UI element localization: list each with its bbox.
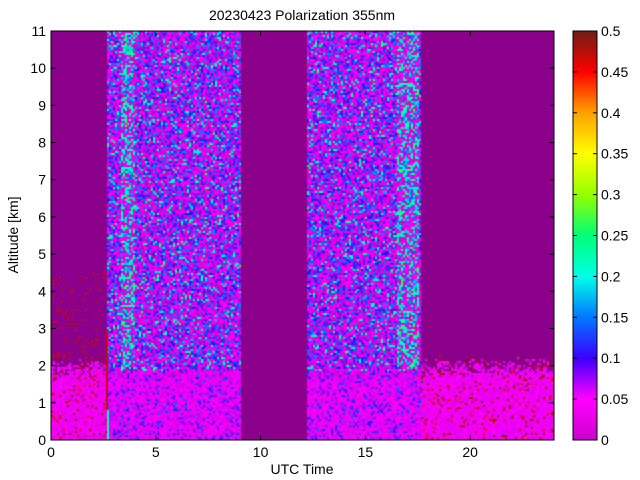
heatmap-plot-area [51,31,554,440]
colorbar-tick-label: 0 [601,432,609,448]
y-tick-label: 4 [38,283,46,299]
y-tick-label: 6 [38,209,46,225]
x-tick-label: 15 [358,444,374,460]
x-tick-label: 20 [462,444,478,460]
chart-title: 20230423 Polarization 355nm [209,7,395,23]
y-tick-label: 3 [38,320,46,336]
colorbar-tick-label: 0.5 [601,23,621,39]
colorbar-tick-label: 0.15 [601,309,628,325]
y-tick-label: 8 [38,135,46,151]
y-axis-label: Altitude [km] [5,196,21,273]
y-tick-label: 7 [38,172,46,188]
plot-frame [50,30,555,441]
y-axis: 0 1 2 3 4 5 6 7 8 9 10 11 [30,23,554,448]
x-tick-label: 0 [47,444,55,460]
y-tick-label: 10 [30,60,46,76]
y-tick-label: 9 [38,97,46,113]
colorbar-tick-label: 0.35 [601,146,628,162]
heatmap-image [51,31,554,440]
colorbar-tick-label: 0.4 [601,105,621,121]
y-tick-label: 11 [31,23,46,39]
colorbar-tick-label: 0.45 [601,64,628,80]
colorbar-tick-label: 0.2 [601,268,621,284]
colorbar-tick-label: 0.25 [601,228,628,244]
y-tick-label: 1 [38,395,46,411]
x-tick-label: 5 [152,444,160,460]
x-axis: 0 5 10 15 20 [47,31,478,460]
colorbar-tick-label: 0.05 [601,391,628,407]
x-tick-label: 10 [253,444,269,460]
colorbar-ticks: 0 0.05 0.1 0.15 0.2 0.25 0.3 0.35 0.4 0.45 0.5 [573,23,628,448]
y-tick-label: 2 [38,358,46,374]
x-axis-label: UTC Time [271,461,334,477]
y-tick-label: 5 [38,246,46,262]
colorbar-tick-label: 0.3 [601,187,621,203]
colorbar-tick-label: 0.1 [601,350,621,366]
y-tick-label: 0 [38,432,46,448]
